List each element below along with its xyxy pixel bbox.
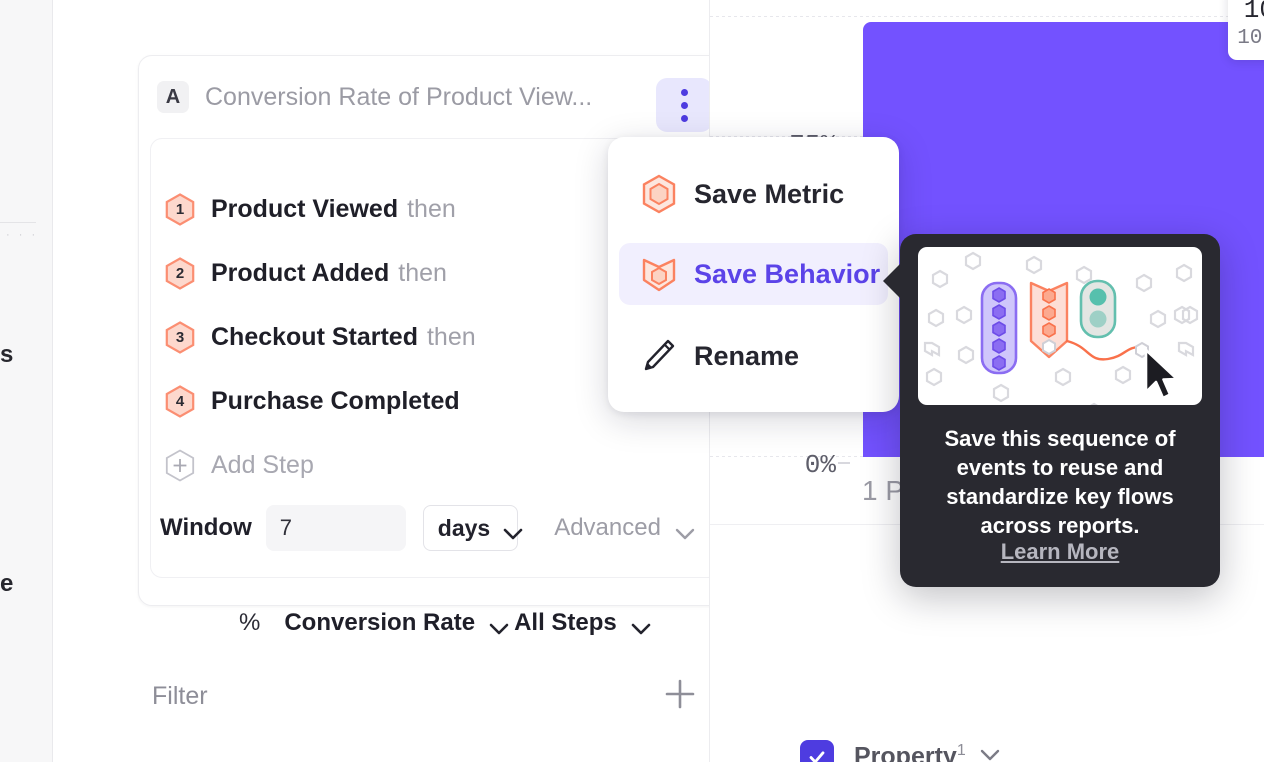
step-event-name: Purchase Completed — [211, 386, 460, 415]
kebab-dot-1 — [680, 88, 688, 96]
menu-item-label: Save Metric — [694, 178, 845, 209]
measure-metric-select[interactable]: Conversion Rate — [284, 609, 509, 637]
coachmark-arrow — [883, 262, 902, 300]
step-number-hexagon-icon: 3 — [165, 320, 195, 354]
menu-item-label: Rename — [694, 340, 800, 371]
mouse-cursor-pointer — [1143, 348, 1183, 407]
coachmark-learn-more-link[interactable]: Learn More — [1000, 539, 1120, 564]
menu-item-rename[interactable]: Rename — [619, 325, 888, 387]
funnel-step-row[interactable]: 1 Product Viewed then — [151, 189, 721, 229]
metric-context-menu: Save Metric Save Behavior Rename — [608, 137, 899, 412]
advanced-options-select[interactable]: Advanced — [554, 505, 695, 551]
left-rail-overflow-dots: · · · — [6, 229, 39, 241]
funnel-step-row[interactable]: 4 Purchase Completed — [151, 381, 721, 421]
menu-item-save-behavior[interactable]: Save Behavior — [619, 243, 888, 305]
step-number-hexagon-icon: 1 — [165, 192, 195, 226]
metric-letter-badge: A — [157, 81, 189, 113]
window-unit-select[interactable]: days — [422, 505, 523, 551]
add-step-label: Add Step — [211, 450, 314, 479]
step-number-label: 2 — [175, 264, 185, 282]
window-value-input[interactable] — [265, 505, 406, 551]
left-rail: · · · — [0, 0, 52, 762]
kebab-dot-2 — [680, 101, 688, 109]
filter-section: Filter — [152, 675, 697, 717]
pencil-icon — [636, 337, 682, 375]
measure-selector-bar: % Conversion Rate All Steps — [239, 601, 651, 645]
legend-checkbox[interactable] — [800, 740, 834, 762]
step-number-label: 3 — [175, 328, 185, 346]
percent-symbol-icon: % — [239, 609, 261, 636]
step-event-name: Product Added — [211, 258, 390, 287]
step-event-name: Checkout Started — [211, 322, 418, 351]
plus-icon[interactable] — [663, 677, 697, 716]
add-step-button[interactable]: Add Step — [165, 445, 314, 485]
measure-metric-label: Conversion Rate — [284, 609, 476, 636]
bar-tooltip-count: 10.25K — [1237, 26, 1264, 50]
tick-dash — [838, 462, 850, 464]
kebab-dot-3 — [680, 114, 688, 122]
bar-value-tooltip: 100% 10.25K — [1228, 0, 1264, 60]
gridline-100 — [710, 16, 1264, 17]
measure-scope-label: All Steps — [514, 609, 617, 636]
step-number-label: 4 — [175, 392, 185, 410]
step-event-name: Product Viewed — [211, 194, 399, 223]
metric-title[interactable]: Conversion Rate of Product View... — [205, 82, 593, 111]
metric-card-header: A Conversion Rate of Product View... — [139, 56, 731, 138]
funnel-step-row[interactable]: 3 Checkout Started then — [151, 317, 721, 357]
kebab-menu-button[interactable] — [656, 78, 712, 132]
step-number-label: 1 — [175, 200, 185, 218]
advanced-label: Advanced — [554, 514, 661, 541]
sidebar-text-fragment-top: s — [0, 341, 14, 368]
step-number-hexagon-icon: 4 — [165, 384, 195, 418]
hexagon-metric-icon — [636, 174, 682, 214]
measure-scope-select[interactable]: All Steps — [514, 609, 651, 637]
step-number-hexagon-icon: 2 — [165, 256, 195, 290]
filter-label: Filter — [152, 681, 208, 710]
window-label: Window — [160, 514, 252, 541]
menu-item-save-metric[interactable]: Save Metric — [619, 163, 888, 225]
add-step-hexagon-plus-icon — [165, 448, 195, 482]
legend-series-superscript: 1 — [956, 742, 966, 760]
sidebar-text-fragment-bottom: e — [0, 570, 14, 597]
x-axis-category-label: 1 P — [862, 475, 905, 506]
conversion-window-row: Window days Advanced — [160, 501, 720, 555]
step-connector-label: then — [398, 258, 447, 287]
step-connector-label: then — [426, 322, 476, 351]
bar-tooltip-percent: 100% — [1243, 0, 1264, 25]
save-behavior-coachmark: Save this sequence of events to reuse an… — [883, 234, 1220, 587]
left-rail-edge — [52, 0, 53, 762]
behavior-banner-icon — [636, 254, 682, 294]
window-unit-label: days — [437, 514, 491, 541]
coachmark-body-text: Save this sequence of events to reuse an… — [944, 426, 1176, 538]
legend-series-name: Property — [854, 742, 957, 762]
step-connector-label: then — [407, 194, 456, 223]
funnel-step-row[interactable]: 2 Product Added then — [151, 253, 721, 293]
legend-series-label: Property1 — [854, 742, 966, 762]
left-rail-divider — [0, 222, 36, 223]
behavior-sequence-illustration — [918, 247, 1202, 405]
chevron-down-icon[interactable] — [980, 748, 1000, 762]
y-axis-tick-label: 0% — [804, 450, 836, 480]
menu-item-label: Save Behavior — [694, 258, 881, 289]
chart-legend-row: Property1 Tot — [800, 740, 1264, 762]
